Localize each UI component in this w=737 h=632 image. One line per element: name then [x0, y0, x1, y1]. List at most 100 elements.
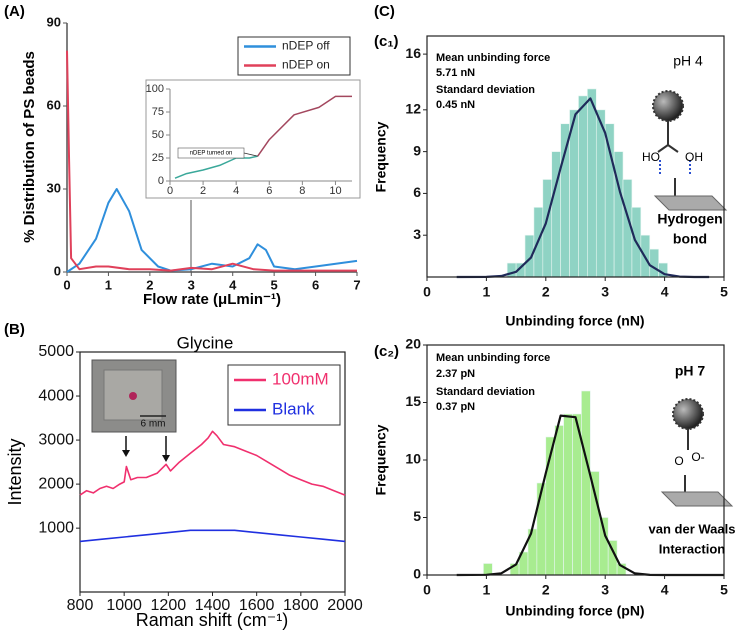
- y-tick-label: 3: [413, 226, 421, 242]
- annotation: van der Waals: [649, 521, 736, 536]
- x-tick-label: 800: [67, 597, 94, 614]
- histogram-bar: [554, 425, 564, 576]
- plot-frame: [426, 35, 725, 278]
- fit-curve: [456, 97, 710, 279]
- y-tick-label: 4000: [38, 387, 74, 404]
- x-axis-label: Raman shift (cm⁻¹): [136, 610, 289, 630]
- annotation: 2.37 pN: [436, 368, 475, 380]
- x-tick-label: 4: [233, 185, 239, 197]
- annotation: Mean unbinding force: [436, 52, 550, 64]
- annotation: Interaction: [659, 541, 726, 556]
- histogram-bar: [560, 123, 570, 278]
- y-tick-label: 30: [47, 180, 61, 195]
- x-axis-label: Unbinding force (pN): [505, 603, 644, 619]
- panel-label: (B): [4, 321, 25, 338]
- x-tick-label: 4: [661, 582, 669, 598]
- y-tick-label: 25: [152, 152, 164, 164]
- y-tick-label: 0: [158, 175, 164, 187]
- y-tick-label: 6: [413, 184, 421, 200]
- legend-label: 100mM: [272, 369, 329, 388]
- histogram-bar: [590, 471, 600, 576]
- y-tick-label: 10: [405, 451, 421, 467]
- panel-label: (c₂): [374, 343, 399, 360]
- panel-label: (C): [374, 3, 395, 20]
- legend-box: [237, 36, 351, 76]
- data-line: [79, 430, 346, 496]
- y-tick-label: 1000: [38, 519, 74, 536]
- annotation: 0.45 nN: [436, 99, 475, 111]
- scale-label: 6 mm: [141, 419, 166, 430]
- x-tick-label: 3: [601, 284, 609, 300]
- annotation: nDEP turned on: [190, 151, 233, 157]
- y-tick-label: 100: [146, 83, 164, 95]
- annotation-arrow: [243, 152, 258, 157]
- y-tick-label: 75: [152, 106, 164, 118]
- bead: [652, 90, 684, 122]
- x-tick-label: 2: [542, 284, 550, 300]
- arrow-head: [122, 450, 130, 457]
- annotation: pH 7: [675, 363, 706, 379]
- x-tick-label: 4: [229, 277, 237, 292]
- x-tick-label: 1400: [195, 597, 231, 614]
- y-axis-label: Frequency: [373, 424, 389, 495]
- x-tick-label: 4: [661, 284, 669, 300]
- x-tick-label: 0: [167, 185, 173, 197]
- data-line: [79, 529, 346, 543]
- histogram-bar: [563, 413, 573, 576]
- histogram-bar: [587, 88, 597, 278]
- y-axis-label: % Distribution of PS beads: [21, 51, 38, 243]
- y-tick-label: 5: [413, 508, 421, 524]
- y-tick-label: 2000: [38, 475, 74, 492]
- x-tick-label: 0: [63, 277, 70, 292]
- chart-title: Glycine: [177, 333, 234, 352]
- x-tick-label: 10: [329, 185, 341, 197]
- legend-label: nDEP off: [282, 39, 330, 53]
- y-tick-label: 5000: [38, 343, 74, 360]
- y-tick-label: 12: [405, 101, 421, 117]
- y-tick-label: 9: [413, 142, 421, 158]
- y-tick-label: 16: [405, 45, 421, 61]
- histogram-bar: [536, 482, 547, 576]
- bond: [667, 144, 679, 153]
- x-tick-label: 3: [188, 277, 195, 292]
- annotation: pH 4: [673, 53, 703, 69]
- x-tick-label: 1: [105, 277, 112, 292]
- annotation: 5.71 nN: [436, 67, 475, 79]
- panel-label: (c₁): [374, 33, 399, 50]
- inset-line: [257, 95, 352, 157]
- annotation: Standard deviation: [436, 84, 535, 96]
- inset-line: [174, 155, 258, 179]
- x-tick-label: 2: [200, 185, 206, 197]
- x-tick-label: 1: [483, 284, 491, 300]
- histogram-bar: [578, 95, 588, 278]
- x-tick-label: 1: [483, 582, 491, 598]
- y-tick-label: 20: [405, 336, 421, 352]
- annotation: Hydrogen: [657, 211, 722, 227]
- molecule-label: OH: [685, 150, 703, 164]
- molecule-label: HO: [642, 150, 660, 164]
- panel-label: (A): [4, 3, 25, 20]
- y-tick-label: 0: [54, 263, 61, 278]
- y-tick-label: 60: [47, 97, 61, 112]
- inset-frame: [145, 79, 361, 199]
- photo-sample: [129, 392, 137, 400]
- x-axis-label: Unbinding force (nN): [505, 313, 644, 329]
- molecule-label: O: [674, 454, 683, 468]
- surface: [653, 195, 728, 211]
- x-tick-label: 1000: [106, 597, 142, 614]
- y-tick-label: 50: [152, 129, 164, 141]
- data-line: [66, 188, 358, 273]
- bond: [657, 144, 669, 153]
- x-tick-label: 5: [720, 284, 728, 300]
- histogram-bar: [595, 109, 606, 278]
- bead: [672, 398, 704, 430]
- x-tick-label: 8: [299, 185, 305, 197]
- x-tick-label: 1600: [239, 597, 275, 614]
- x-tick-label: 1200: [151, 597, 187, 614]
- x-tick-label: 2000: [327, 597, 363, 614]
- annotation: Mean unbinding force: [436, 352, 550, 364]
- y-tick-label: 0: [413, 566, 421, 582]
- molecule-label: O-: [691, 450, 704, 464]
- x-tick-label: 0: [423, 284, 431, 300]
